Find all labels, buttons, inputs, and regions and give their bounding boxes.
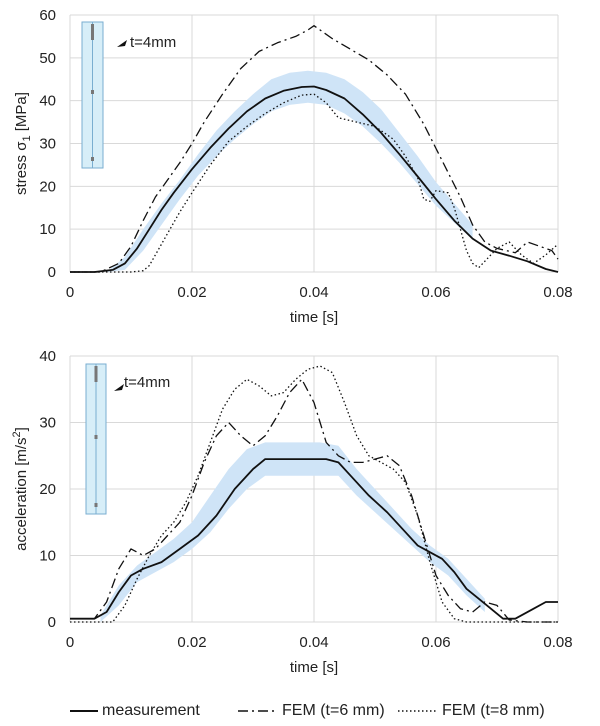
y-tick-label: 10 <box>39 548 56 565</box>
legend: measurement FEM (t=6 mm) FEM (t=8 mm) <box>0 698 600 724</box>
x-tick-label: 0.04 <box>299 284 328 301</box>
legend-label: FEM (t=6 mm) <box>282 702 385 719</box>
series-line-solid <box>70 85 559 273</box>
thickness-annotation: t=4mm <box>124 374 170 391</box>
legend-line-solid-icon <box>70 710 98 712</box>
y-tick-label: 10 <box>39 221 56 238</box>
thickness-annotation: t=4mm <box>130 34 176 51</box>
legend-line-dotted-icon <box>398 710 438 712</box>
y-tick-label: 50 <box>39 50 56 67</box>
y-tick-label: 0 <box>48 614 56 631</box>
series-line-dashdot <box>70 378 558 623</box>
y-axis-label: stress σ1 [MPa] <box>13 92 33 195</box>
series-line-dotted <box>70 365 558 623</box>
legend-item-fem-6mm: FEM (t=6 mm) <box>238 698 385 724</box>
x-tick-label: 0.02 <box>177 634 206 651</box>
x-tick-label: 0.08 <box>543 284 572 301</box>
x-axis-label: time [s] <box>290 659 338 676</box>
legend-item-measurement: measurement <box>70 698 200 724</box>
y-tick-label: 20 <box>39 178 56 195</box>
x-tick-label: 0.06 <box>421 284 450 301</box>
y-tick-label: 40 <box>39 93 56 110</box>
y-axis-label: acceleration [m/s2] <box>11 427 30 551</box>
y-tick-label: 0 <box>48 264 56 281</box>
x-tick-label: 0.06 <box>421 634 450 651</box>
annotation-arrow-icon <box>117 40 127 47</box>
legend-line-dashdot-icon <box>238 710 278 712</box>
specimen-inset-icon <box>81 21 104 169</box>
x-tick-label: 0 <box>66 634 74 651</box>
x-axis-label: time [s] <box>290 309 338 326</box>
y-tick-label: 60 <box>39 7 56 24</box>
y-tick-label: 30 <box>39 136 56 153</box>
y-tick-label: 30 <box>39 415 56 432</box>
legend-label: measurement <box>102 702 200 719</box>
measurement-band <box>100 442 485 622</box>
y-tick-label: 20 <box>39 481 56 498</box>
stress-chart: 0 0.02 0.04 0.06 0.08 0 10 20 30 40 50 60 time [s] st… <box>13 7 573 326</box>
legend-label: FEM (t=8 mm) <box>442 702 545 719</box>
annotation-arrow-icon <box>114 384 124 391</box>
measurement-band <box>106 70 473 272</box>
x-tick-label: 0 <box>66 284 74 301</box>
x-tick-label: 0.02 <box>177 284 206 301</box>
y-tick-label: 40 <box>39 348 56 365</box>
series-line-solid <box>70 458 558 620</box>
x-tick-label: 0.08 <box>543 634 572 651</box>
x-tick-label: 0.04 <box>299 634 328 651</box>
specimen-inset-icon <box>85 363 107 515</box>
legend-item-fem-8mm: FEM (t=8 mm) <box>398 698 545 724</box>
acceleration-chart: 0 0.02 0.04 0.06 0.08 0 10 20 30 40 time [s] accele… <box>11 348 573 676</box>
